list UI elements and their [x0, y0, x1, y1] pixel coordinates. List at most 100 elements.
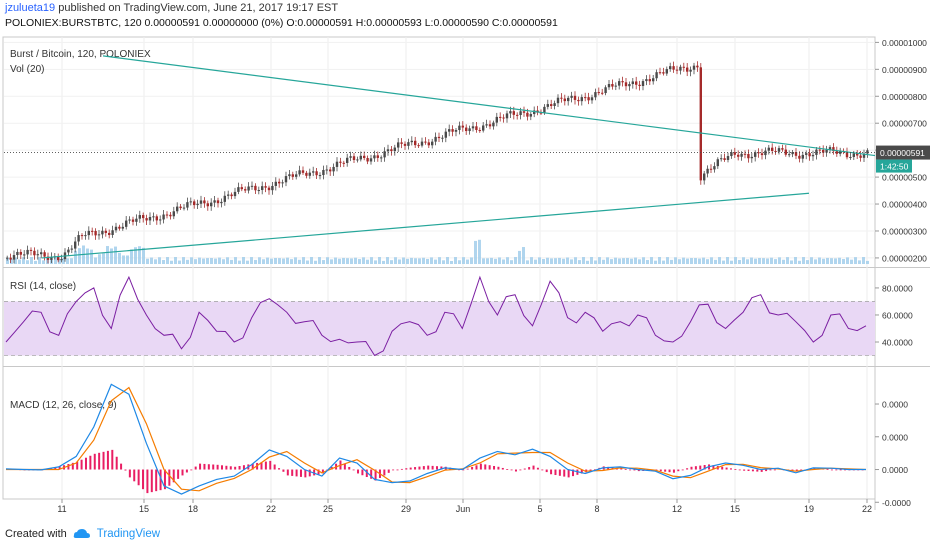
- macd-hist-bar: [712, 465, 715, 470]
- candle-body: [33, 250, 36, 256]
- macd-hist-bar: [251, 463, 254, 470]
- volume-bar: [266, 257, 269, 264]
- candle-body: [159, 219, 162, 221]
- volume-bar: [710, 257, 713, 264]
- candle-body: [40, 252, 43, 255]
- volume-bar: [466, 259, 469, 264]
- macd-hist-bar: [497, 466, 500, 470]
- candle-body: [448, 129, 451, 132]
- candle-body: [46, 256, 50, 260]
- candle-body: [662, 72, 665, 74]
- candle-body: [624, 82, 628, 87]
- volume-bar: [778, 257, 781, 264]
- price-legend: Burst / Bitcoin, 120, POLONIEX: [10, 49, 151, 60]
- candle-body: [135, 218, 138, 222]
- volume-bar: [214, 258, 217, 264]
- candle-body: [492, 122, 495, 127]
- macd-tick-label: 0.0000: [882, 465, 908, 475]
- candle-body: [36, 254, 39, 256]
- candle-body: [675, 69, 679, 71]
- macd-hist-bar: [229, 466, 232, 470]
- candle-body: [162, 214, 165, 220]
- candle-body: [454, 130, 458, 132]
- macd-hist-bar: [725, 467, 728, 470]
- published-text: published on TradingView.com, June 21, 2…: [58, 2, 339, 14]
- time-tick-label: Jun: [456, 504, 471, 514]
- volume-bar: [230, 259, 233, 264]
- macd-hist-bar: [383, 469, 386, 476]
- candle-body: [699, 67, 702, 181]
- candle-body: [94, 230, 97, 236]
- macd-hist-bar: [835, 469, 838, 471]
- candle-body: [329, 169, 332, 172]
- candle-body: [410, 140, 413, 143]
- macd-hist-bar: [519, 469, 522, 471]
- candle-body: [359, 155, 362, 160]
- macd-hist-bar: [813, 467, 816, 470]
- macd-hist-bar: [580, 469, 583, 474]
- candle-body: [250, 185, 254, 187]
- macd-hist-bar: [361, 469, 364, 476]
- price-tick-label: 0.00000700: [882, 119, 927, 129]
- macd-hist-bar: [238, 465, 241, 470]
- candle-body: [475, 126, 478, 131]
- candle-body: [550, 104, 553, 106]
- volume-bar: [98, 254, 101, 264]
- candle-body: [713, 166, 716, 170]
- volume-bar: [490, 257, 493, 264]
- macd-hist-bar: [563, 469, 566, 477]
- volume-bar: [570, 259, 573, 264]
- macd-hist-bar: [234, 466, 237, 470]
- volume-bar: [410, 257, 413, 264]
- volume-bar: [26, 260, 29, 264]
- tradingview-brand-link[interactable]: TradingView: [96, 528, 161, 540]
- volume-bar: [730, 260, 733, 264]
- candle-body: [267, 187, 271, 191]
- candle-body: [74, 241, 77, 249]
- candle-body: [672, 66, 675, 70]
- volume-bar: [578, 260, 581, 264]
- author-link[interactable]: jzulueta19: [5, 2, 56, 14]
- candle-body: [6, 257, 9, 259]
- candle-body: [822, 149, 825, 153]
- macd-hist-bar: [536, 467, 539, 470]
- candle-body: [631, 81, 634, 85]
- last-price-label: 0.00000591: [880, 148, 925, 158]
- volume-bar: [234, 257, 237, 264]
- candle-body: [794, 152, 798, 156]
- candle-body: [237, 187, 240, 192]
- volume-bar: [506, 257, 509, 264]
- volume-bar: [154, 259, 157, 264]
- volume-bar: [754, 258, 757, 264]
- volume-bar: [150, 257, 153, 264]
- candle-body: [230, 194, 233, 197]
- candle-body: [295, 174, 298, 177]
- candle-body: [771, 147, 774, 152]
- volume-bar: [138, 246, 141, 264]
- volume-bar: [74, 250, 77, 264]
- time-tick-label: 8: [594, 504, 599, 514]
- price-tick-label: 0.00000500: [882, 173, 927, 183]
- candle-body: [563, 98, 566, 102]
- volume-bar: [694, 258, 697, 264]
- volume-bar: [318, 257, 321, 264]
- candle-body: [635, 81, 638, 85]
- macd-hist-bar: [278, 468, 281, 470]
- volume-bar: [330, 259, 333, 264]
- volume-bar: [126, 255, 129, 264]
- price-tick-label: 0.00001000: [882, 38, 927, 48]
- volume-bar: [202, 258, 205, 264]
- macd-hist-bar: [414, 467, 417, 470]
- volume-bar: [806, 260, 809, 264]
- rsi-band: [4, 301, 875, 356]
- macd-hist-bar: [769, 469, 772, 471]
- volume-bar: [470, 257, 473, 264]
- macd-hist-bar: [523, 468, 526, 470]
- volume-bar: [358, 259, 361, 264]
- macd-hist-bar: [304, 469, 307, 478]
- candle-body: [522, 111, 526, 113]
- candle-body: [577, 99, 580, 102]
- volume-bar: [774, 259, 777, 264]
- candle-body: [828, 147, 832, 150]
- time-tick-label: 19: [804, 504, 814, 514]
